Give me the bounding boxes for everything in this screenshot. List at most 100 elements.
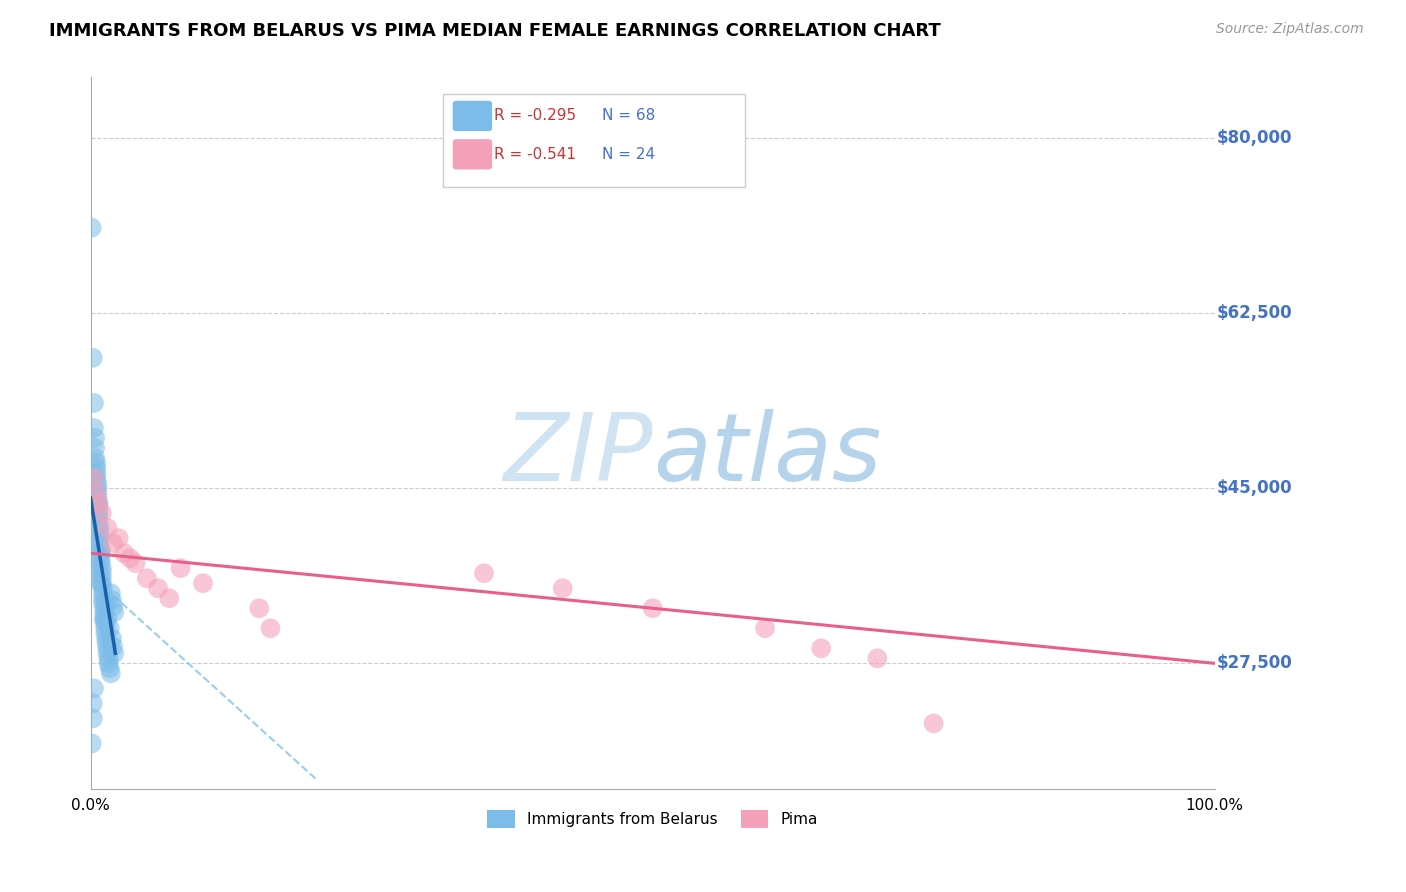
Point <box>866 651 889 665</box>
Point <box>86 561 108 575</box>
Text: $80,000: $80,000 <box>1218 128 1292 146</box>
Point <box>94 621 117 635</box>
Text: $62,500: $62,500 <box>1218 304 1292 322</box>
Point <box>89 541 111 556</box>
Point <box>135 571 157 585</box>
Point <box>84 441 107 455</box>
Point <box>90 576 112 591</box>
Point <box>96 611 118 625</box>
Point <box>118 551 141 566</box>
Point <box>101 593 124 607</box>
Point <box>91 591 114 606</box>
Point <box>83 421 105 435</box>
Point <box>83 471 105 485</box>
Point <box>107 531 129 545</box>
Point <box>90 546 112 560</box>
Point <box>98 661 121 675</box>
Point <box>93 601 115 615</box>
Point <box>472 566 495 581</box>
Point <box>90 561 112 575</box>
Point <box>93 613 115 627</box>
Point <box>84 450 107 465</box>
Point <box>90 566 112 581</box>
Point <box>191 576 214 591</box>
Point <box>80 220 103 235</box>
Point <box>89 531 111 545</box>
Point <box>87 501 110 516</box>
Point <box>82 351 104 365</box>
Point <box>641 601 664 615</box>
Point <box>103 605 125 619</box>
Point <box>90 571 112 585</box>
Point <box>112 546 135 560</box>
Point <box>124 556 146 570</box>
Point <box>157 591 180 606</box>
Point <box>90 556 112 570</box>
Point <box>922 716 945 731</box>
Text: $27,500: $27,500 <box>1218 655 1292 673</box>
Point <box>91 586 114 600</box>
Point <box>91 596 114 610</box>
Point <box>93 607 115 621</box>
Point <box>101 640 124 654</box>
Text: N = 68: N = 68 <box>602 109 655 123</box>
Point <box>84 456 107 470</box>
Point <box>90 543 112 558</box>
Point <box>96 632 118 646</box>
Point <box>94 626 117 640</box>
Point <box>82 711 104 725</box>
Point <box>551 581 574 595</box>
Point <box>84 466 107 480</box>
Point <box>89 521 111 535</box>
Point <box>87 506 110 520</box>
Text: IMMIGRANTS FROM BELARUS VS PIMA MEDIAN FEMALE EARNINGS CORRELATION CHART: IMMIGRANTS FROM BELARUS VS PIMA MEDIAN F… <box>49 22 941 40</box>
Point <box>89 526 111 541</box>
Point <box>169 561 191 575</box>
Point <box>146 581 169 595</box>
Point <box>86 486 108 500</box>
Point <box>80 736 103 750</box>
Point <box>247 601 270 615</box>
Point <box>101 536 124 550</box>
Point <box>93 611 115 625</box>
Point <box>87 496 110 510</box>
Text: N = 24: N = 24 <box>602 147 655 161</box>
Point <box>100 586 122 600</box>
Point <box>83 396 105 410</box>
Text: R = -0.541: R = -0.541 <box>494 147 575 161</box>
Point <box>86 476 108 491</box>
Point <box>87 516 110 530</box>
Point <box>100 666 122 681</box>
Point <box>94 616 117 631</box>
Point <box>101 599 124 614</box>
Point <box>89 536 111 550</box>
Text: R = -0.295: R = -0.295 <box>494 109 575 123</box>
Point <box>103 646 125 660</box>
Point <box>87 511 110 525</box>
Point <box>82 697 104 711</box>
Point <box>96 521 118 535</box>
Point <box>87 496 110 510</box>
Legend: Immigrants from Belarus, Pima: Immigrants from Belarus, Pima <box>481 805 824 834</box>
Point <box>91 581 114 595</box>
Point <box>90 576 112 591</box>
Point <box>90 506 112 520</box>
Point <box>83 681 105 696</box>
Point <box>259 621 281 635</box>
Point <box>86 491 108 505</box>
Point <box>84 461 107 475</box>
Point <box>97 657 120 671</box>
Point <box>98 621 121 635</box>
Point <box>101 632 124 646</box>
Point <box>754 621 776 635</box>
Point <box>97 651 120 665</box>
Point <box>96 636 118 650</box>
Point <box>96 641 118 656</box>
Text: Source: ZipAtlas.com: Source: ZipAtlas.com <box>1216 22 1364 37</box>
Point <box>86 481 108 495</box>
Point <box>90 551 112 566</box>
Point <box>84 431 107 445</box>
Point <box>96 646 118 660</box>
Text: atlas: atlas <box>652 409 882 500</box>
Text: $45,000: $45,000 <box>1218 479 1292 497</box>
